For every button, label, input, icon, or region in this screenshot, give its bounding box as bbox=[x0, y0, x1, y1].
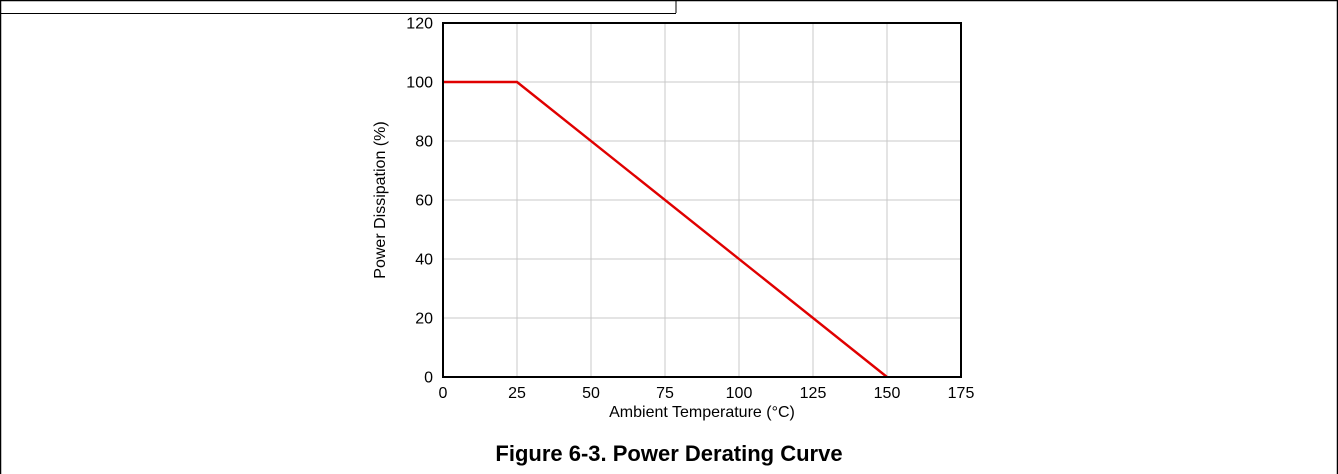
series-line bbox=[443, 80, 888, 378]
x-tick-label: 0 bbox=[439, 385, 448, 402]
y-tick-label: 40 bbox=[415, 252, 433, 269]
y-tick-label: 20 bbox=[415, 311, 433, 328]
x-tick-label: 150 bbox=[874, 385, 901, 402]
y-tick-label: 0 bbox=[424, 370, 433, 387]
y-tick-label: 60 bbox=[415, 193, 433, 210]
x-tick-label: 75 bbox=[656, 385, 674, 402]
x-tick-label: 50 bbox=[582, 385, 600, 402]
x-tick-label: 175 bbox=[948, 385, 975, 402]
x-tick-label: 125 bbox=[800, 385, 827, 402]
y-tick-label: 100 bbox=[406, 75, 433, 92]
x-tick-label: 25 bbox=[508, 385, 526, 402]
figure-caption: Figure 6-3. Power Derating Curve bbox=[495, 441, 843, 466]
x-axis-label: Ambient Temperature (°C) bbox=[609, 404, 795, 421]
y-tick-label: 80 bbox=[415, 134, 433, 151]
y-tick-label: 120 bbox=[406, 16, 433, 33]
y-axis-label: Power Dissipation (%) bbox=[372, 121, 389, 278]
plot-border bbox=[442, 22, 962, 378]
x-tick-label: 100 bbox=[726, 385, 753, 402]
